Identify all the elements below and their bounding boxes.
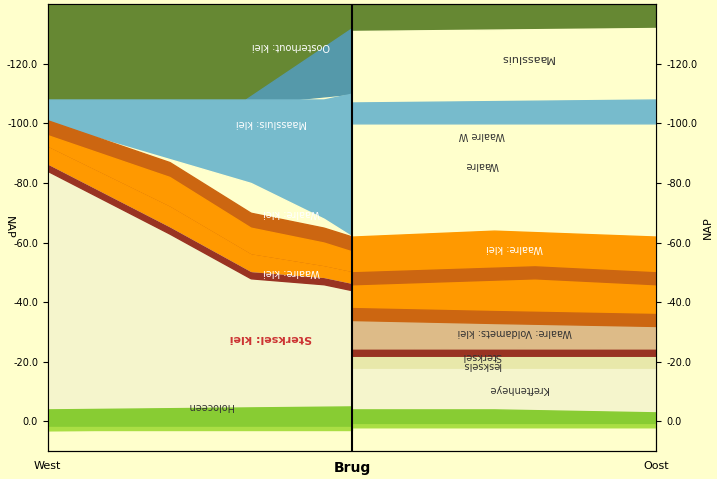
Text: Waalre: klei: Waalre: klei: [486, 243, 543, 253]
Text: Sterksel: klei: Sterksel: klei: [230, 333, 312, 343]
Text: Kreftenheye: Kreftenheye: [489, 384, 549, 394]
Text: Holoceen: Holoceen: [187, 401, 233, 411]
Text: lesksels: lesksels: [462, 360, 501, 370]
Text: Waalre W: Waalre W: [459, 130, 505, 140]
Text: Waalre: klei: Waalre: klei: [262, 267, 320, 277]
Text: Oosterhout: klei: Oosterhout: klei: [252, 41, 331, 51]
Text: Maassluis: klei: Maassluis: klei: [235, 118, 307, 128]
Y-axis label: NAP: NAP: [703, 216, 713, 239]
Text: Waalre: Waalre: [465, 160, 499, 170]
Text: Sterksel: Sterksel: [462, 351, 502, 361]
Text: Maassluis: Maassluis: [500, 53, 554, 63]
Text: Waalre: Voldamets: klei: Waalre: Voldamets: klei: [457, 327, 571, 337]
Y-axis label: NAP: NAP: [4, 216, 14, 239]
Text: Waalre: klei: Waalre: klei: [262, 208, 320, 218]
